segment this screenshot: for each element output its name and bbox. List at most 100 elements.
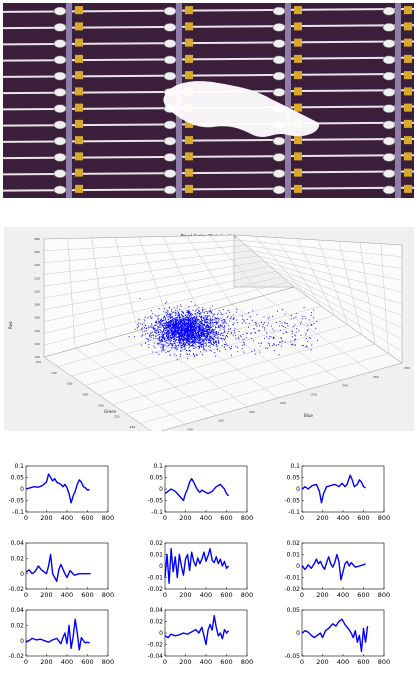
scatter-point: [198, 341, 201, 343]
scatter-point: [183, 341, 185, 343]
gold-contact: [294, 152, 302, 161]
scatter-point: [199, 343, 201, 345]
scatter-point: [290, 341, 292, 343]
x-tick-label: 0: [163, 514, 167, 522]
scatter-point: [163, 329, 165, 331]
scatter-point: [285, 331, 287, 333]
scatter-point: [186, 319, 188, 321]
scatter-point: [206, 333, 208, 336]
scatter-point: [278, 325, 280, 327]
scatter-point: [133, 335, 136, 338]
scatter-point: [201, 346, 203, 348]
scatter-point: [197, 332, 199, 334]
scatter-point: [271, 315, 274, 317]
scatter-point: [159, 326, 161, 328]
scatter-point: [254, 353, 256, 355]
scatter-point: [170, 323, 172, 325]
scatter-point: [167, 328, 169, 330]
scatter-point: [230, 354, 232, 356]
scatter-point: [217, 314, 219, 316]
scatter-point: [159, 328, 161, 331]
scatter-point: [166, 331, 168, 333]
scatter-point: [290, 344, 293, 346]
scatter-point: [141, 323, 143, 326]
scatter-point: [183, 338, 185, 341]
scatter-point: [179, 313, 181, 315]
y-tick-label: 0: [296, 486, 300, 493]
scatter-point: [292, 343, 294, 345]
scatter-point: [224, 321, 226, 323]
scatter-point: [182, 332, 184, 334]
y-tick-label: 0: [159, 486, 163, 493]
solder-pad: [163, 39, 177, 48]
scatter-point: [203, 330, 205, 332]
solder-pad: [272, 71, 286, 81]
scatter-point: [210, 311, 213, 313]
scatter-point: [311, 312, 313, 314]
scatter-point: [232, 324, 234, 326]
scatter-point: [250, 332, 253, 334]
scatter-point: [167, 327, 169, 329]
scatter-point: [204, 320, 206, 322]
scatter-point: [185, 332, 187, 334]
x-tick-label: 200: [40, 591, 52, 599]
scatter-point: [217, 341, 219, 343]
scatter-point: [211, 324, 213, 326]
gold-contact: [185, 71, 193, 80]
y-tick-label: 0: [296, 563, 300, 570]
scatter-point: [174, 331, 176, 333]
scatter-point: [243, 344, 245, 346]
scatter-point: [180, 342, 182, 344]
scatter-point: [281, 337, 283, 340]
scatter-point: [168, 342, 170, 344]
x-tick-label: 600: [81, 591, 93, 599]
scatter-point: [144, 330, 146, 332]
scatter-point: [183, 335, 185, 337]
x-tick-label: 600: [357, 514, 369, 522]
scatter-point: [211, 337, 213, 339]
scatter-point: [171, 344, 173, 346]
scatter-point: [187, 316, 189, 318]
scatter-point: [295, 331, 297, 333]
scatter-point: [253, 349, 256, 351]
scatter-point: [194, 332, 197, 334]
scatter-point: [207, 337, 209, 339]
scatter-point: [254, 332, 256, 334]
scatter-point: [160, 326, 162, 328]
scatter-point: [226, 316, 228, 318]
scatter-point: [252, 310, 254, 312]
scatter-point: [197, 327, 199, 329]
scatter-point: [273, 343, 275, 345]
scatter-point: [164, 330, 166, 332]
scatter-point: [215, 322, 217, 324]
scatter-point: [187, 334, 189, 336]
scatter-point: [154, 329, 157, 332]
scatter-point: [200, 319, 203, 321]
scatter-point: [163, 319, 165, 322]
gold-contact: [185, 22, 193, 31]
scatter-point: [201, 333, 203, 335]
gold-contact: [294, 103, 302, 112]
scatter-point: [198, 313, 200, 315]
scatter-point: [207, 338, 209, 341]
scatter-point: [168, 318, 170, 320]
x-tick-label: 200: [98, 403, 104, 407]
scatter-point: [214, 355, 216, 357]
scatter-point: [235, 311, 237, 313]
scatter-point: [185, 328, 187, 330]
scatter-point: [160, 346, 162, 348]
scatter-point: [179, 329, 181, 331]
x-tick-label: 800: [241, 514, 253, 522]
scatter-point: [205, 317, 207, 319]
scatter-point: [174, 341, 176, 343]
scatter-point: [167, 331, 169, 333]
scatter-point: [202, 329, 204, 331]
scatter-point: [189, 340, 191, 342]
scatter-point: [218, 341, 220, 344]
scatter-point: [201, 317, 203, 319]
scatter-point: [215, 332, 218, 334]
scatter-point: [199, 328, 201, 330]
scatter-point: [189, 333, 192, 335]
scatter-point: [188, 321, 190, 323]
